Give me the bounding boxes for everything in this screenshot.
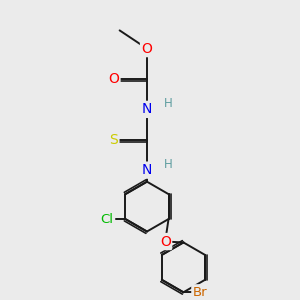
Text: N: N (142, 163, 152, 177)
Text: Cl: Cl (101, 213, 114, 226)
Text: S: S (109, 133, 118, 147)
Text: O: O (142, 42, 152, 56)
Text: Br: Br (193, 286, 207, 299)
Text: H: H (164, 97, 172, 110)
Text: O: O (108, 72, 119, 86)
Text: N: N (142, 102, 152, 116)
Text: H: H (164, 158, 172, 171)
Text: O: O (160, 235, 171, 248)
